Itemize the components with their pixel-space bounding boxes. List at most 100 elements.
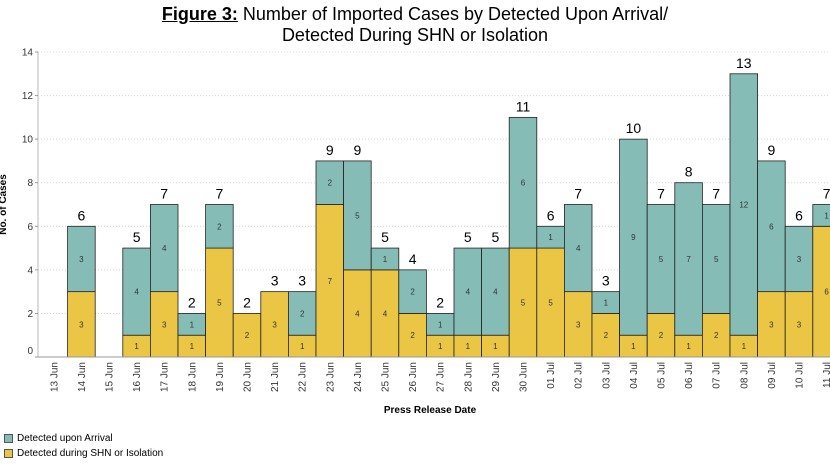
bar-segment-arrival — [619, 138, 648, 336]
y-tick-label: 12 — [22, 91, 34, 102]
segment-label-arrival: 2 — [328, 179, 333, 188]
x-tick-label: 15 Jun — [105, 362, 116, 392]
title-line-1: Number of Imported Cases by Detected Upo… — [242, 4, 669, 24]
x-tick-label: 24 Jun — [353, 362, 364, 392]
bar-segment-arrival — [757, 160, 786, 293]
total-label: 2 — [436, 294, 444, 310]
total-label: 2 — [243, 294, 251, 310]
total-label: 7 — [160, 186, 168, 202]
x-tick-label: 13 Jun — [49, 362, 60, 392]
segment-label-shn: 1 — [686, 342, 691, 351]
segment-label-arrival: 4 — [162, 244, 167, 253]
bar-segment-arrival — [453, 247, 483, 336]
total-label: 7 — [216, 186, 224, 202]
total-label: 2 — [188, 294, 196, 310]
segment-label-arrival: 4 — [466, 288, 471, 297]
x-tick-label: 11 Jul — [822, 362, 830, 388]
bar-segment-shn — [370, 269, 400, 358]
legend: Detected upon Arrival Detected during SH… — [4, 431, 163, 461]
segment-label-shn: 1 — [631, 342, 636, 351]
segment-label-shn: 3 — [272, 320, 277, 329]
bar-segment-arrival — [508, 116, 538, 249]
y-tick-label: 10 — [22, 135, 34, 146]
segment-label-arrival: 6 — [769, 222, 774, 231]
segment-label-arrival: 2 — [300, 309, 305, 318]
segment-label-arrival: 3 — [79, 255, 84, 264]
segment-label-shn: 5 — [548, 299, 553, 308]
y-tick-label: 14 — [22, 48, 34, 59]
total-label: 6 — [78, 207, 86, 223]
chart-title: Figure 3: Number of Imported Cases by De… — [0, 4, 830, 46]
bar-segment-shn — [646, 313, 676, 358]
segment-label-arrival: 5 — [659, 255, 664, 264]
x-axis-title: Press Release Date — [384, 405, 477, 416]
total-label: 11 — [516, 98, 531, 114]
bar-segment-arrival — [287, 291, 317, 336]
total-label: 9 — [326, 142, 334, 158]
segment-label-arrival: 1 — [824, 211, 829, 220]
segment-label-shn: 2 — [714, 331, 719, 340]
legend-item-shn: Detected during SHN or Isolation — [4, 446, 163, 461]
x-tick-label: 23 Jun — [325, 362, 336, 392]
total-label: 9 — [768, 142, 776, 158]
segment-label-shn: 1 — [134, 342, 139, 351]
y-axis-title: No. of Cases — [0, 174, 9, 235]
bar-segment-shn — [536, 247, 565, 358]
segment-label-arrival: 4 — [134, 288, 139, 297]
segment-label-shn: 6 — [824, 288, 829, 297]
segment-label-arrival: 7 — [686, 255, 691, 264]
y-tick-label: 4 — [27, 265, 33, 276]
segment-label-shn: 4 — [383, 309, 388, 318]
x-tick-label: 06 Jul — [684, 362, 695, 389]
bar-segment-arrival — [702, 204, 731, 314]
x-tick-label: 14 Jun — [77, 362, 88, 392]
segment-label-arrival: 4 — [576, 244, 581, 253]
x-tick-label: 02 Jul — [574, 362, 585, 389]
segment-label-shn: 2 — [604, 331, 609, 340]
bar-segment-arrival — [674, 182, 703, 336]
total-label: 10 — [626, 120, 642, 136]
x-tick-label: 30 Jun — [519, 362, 530, 392]
legend-swatch-shn — [4, 449, 13, 458]
title-line-2: Detected During SHN or Isolation — [281, 25, 549, 45]
bar-segment-arrival — [67, 225, 96, 293]
total-label: 5 — [464, 229, 472, 245]
segment-label-shn: 1 — [438, 342, 443, 351]
y-tick-label: 2 — [27, 309, 33, 320]
bar-segment-arrival — [398, 269, 427, 314]
segment-label-arrival: 9 — [631, 233, 636, 242]
y-tick-label: 6 — [27, 222, 33, 233]
x-tick-label: 22 Jun — [298, 362, 309, 392]
segment-label-arrival: 3 — [797, 255, 802, 264]
total-label: 5 — [133, 229, 141, 245]
segment-label-shn: 1 — [190, 342, 195, 351]
segment-label-arrival: 5 — [355, 211, 360, 220]
segment-label-arrival: 2 — [217, 222, 222, 231]
legend-label-shn: Detected during SHN or Isolation — [17, 448, 164, 459]
segment-label-shn: 2 — [659, 331, 664, 340]
bar-segment-arrival — [205, 204, 234, 249]
x-tick-label: 28 Jun — [463, 362, 474, 392]
bar-segment-shn — [232, 313, 262, 358]
bar-segment-arrival — [481, 247, 510, 336]
x-tick-label: 18 Jun — [187, 362, 198, 392]
total-label: 7 — [657, 186, 665, 202]
x-tick-label: 03 Jul — [601, 362, 612, 389]
x-tick-label: 26 Jun — [408, 362, 419, 392]
total-label: 5 — [492, 229, 500, 245]
x-tick-label: 08 Jul — [739, 362, 750, 389]
segment-label-shn: 2 — [410, 331, 415, 340]
segment-label-shn: 4 — [355, 309, 360, 318]
figure-number: Figure 3: — [161, 4, 238, 24]
total-label: 7 — [712, 186, 720, 202]
bar-segment-arrival — [149, 204, 179, 293]
legend-label-arrival: Detected upon Arrival — [17, 433, 113, 444]
x-tick-label: 16 Jun — [132, 362, 143, 392]
bar-segment-arrival — [343, 160, 372, 271]
x-tick-label: 05 Jul — [657, 362, 668, 389]
x-tick-label: 10 Jul — [795, 362, 806, 389]
segment-label-arrival: 1 — [438, 320, 443, 329]
bar-segment-arrival — [812, 204, 830, 227]
total-label: 7 — [823, 186, 830, 202]
